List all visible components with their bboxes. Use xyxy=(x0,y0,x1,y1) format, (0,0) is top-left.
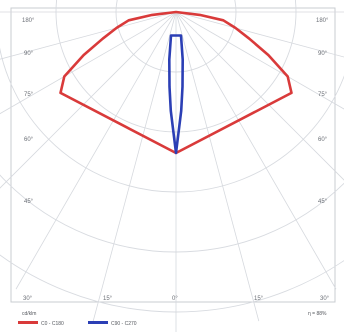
tick-label-right-45: 45° xyxy=(318,199,328,205)
tick-label-right-60: 60° xyxy=(318,137,328,143)
grid-ray xyxy=(0,11,177,60)
tick-label-bottom-30-left: 30° xyxy=(23,296,33,302)
grid-ray xyxy=(175,11,260,322)
plot-frame xyxy=(10,7,336,303)
tick-label-right-90: 90° xyxy=(318,51,328,57)
legend-swatch-c90-c270 xyxy=(88,321,108,324)
grid-ray xyxy=(15,11,177,290)
legend-swatch-c0-c180 xyxy=(18,321,38,324)
tick-label-right-75: 75° xyxy=(318,92,328,98)
grid-ray xyxy=(0,11,177,115)
tick-label-top-left: 180° xyxy=(22,18,35,24)
tick-label-left-90: 90° xyxy=(24,51,34,57)
tick-label-left-60: 60° xyxy=(24,137,34,143)
tick-label-bottom-0: 0° xyxy=(172,296,178,302)
tick-label-top-right: 180° xyxy=(316,18,329,24)
grid-ray xyxy=(92,11,177,322)
grid-ray xyxy=(0,11,177,189)
tick-label-bottom-15-left: 15° xyxy=(103,296,113,302)
efficiency-label: η = 88% xyxy=(308,311,327,317)
grid-ray xyxy=(175,11,337,290)
series-c0-c180-curve xyxy=(59,10,293,155)
legend-label-c90-c270: C90 - C270 xyxy=(111,321,137,327)
grid-ray xyxy=(175,11,344,58)
tick-label-left-45: 45° xyxy=(24,199,34,205)
tick-label-bottom-30-right: 30° xyxy=(320,296,330,302)
tick-label-left-75: 75° xyxy=(24,92,34,98)
unit-label: cd/klm xyxy=(22,311,36,317)
series-c90-c270-curve xyxy=(168,34,184,155)
legend-label-c0-c180: C0 - C180 xyxy=(41,321,64,327)
grid-ray xyxy=(175,11,344,181)
tick-label-bottom-15-right: 15° xyxy=(254,296,264,302)
grid-ray xyxy=(175,11,344,110)
